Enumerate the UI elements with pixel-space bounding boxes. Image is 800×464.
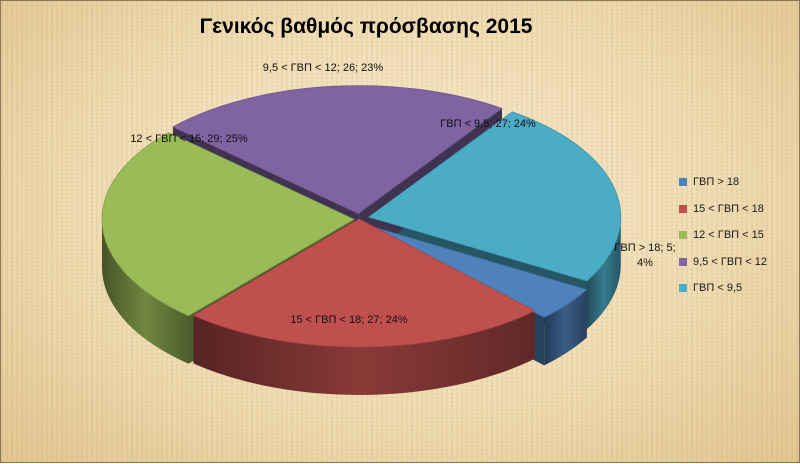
legend-item: ΓΒΠ < 9,5 bbox=[679, 275, 767, 302]
legend: ΓΒΠ > 18 15 < ΓΒΠ < 18 12 < ΓΒΠ < 15 9,5 < … bbox=[679, 169, 767, 302]
pie-slice-side bbox=[544, 289, 587, 366]
legend-label: 15 < ΓΒΠ < 18 bbox=[693, 202, 764, 215]
data-label: 15 < ΓΒΠ < 18; 27; 24% bbox=[290, 314, 408, 326]
data-label: 9,5 < ΓΒΠ < 12; 26; 23% bbox=[263, 62, 384, 74]
legend-swatch bbox=[679, 257, 687, 266]
pie-slice bbox=[172, 85, 503, 215]
legend-label: ΓΒΠ < 9,5 bbox=[693, 282, 743, 295]
legend-swatch bbox=[679, 204, 687, 213]
pie-slice-side bbox=[586, 217, 621, 330]
pie-slice bbox=[367, 111, 622, 282]
legend-item: 12 < ΓΒΠ < 15 bbox=[679, 222, 767, 249]
legend-item: 15 < ΓΒΠ < 18 bbox=[679, 196, 767, 223]
chart-title: Γενικός βαθμός πρόσβασης 2015 bbox=[199, 15, 533, 38]
legend-label: 12 < ΓΒΠ < 15 bbox=[693, 229, 764, 242]
pie-slice bbox=[192, 218, 536, 348]
legend-item: 9,5 < ΓΒΠ < 12 bbox=[679, 249, 767, 276]
data-label: 12 < ΓΒΠ < 15; 29; 25% bbox=[130, 133, 248, 145]
pie-slice-side bbox=[193, 310, 535, 395]
data-label: ΓΒΠ < 9,5; 27; 24% bbox=[440, 118, 536, 130]
legend-swatch bbox=[679, 231, 687, 240]
legend-swatch bbox=[679, 178, 687, 187]
pie-slice bbox=[368, 225, 588, 318]
legend-label: ΓΒΠ > 18 bbox=[693, 176, 740, 189]
pie-slice bbox=[101, 132, 355, 317]
legend-swatch bbox=[679, 284, 687, 293]
pie-slice-side bbox=[102, 219, 189, 364]
legend-item: ΓΒΠ > 18 bbox=[679, 169, 767, 196]
legend-label: 9,5 < ΓΒΠ < 12 bbox=[693, 255, 767, 268]
data-label: ΓΒΠ > 18; 5; 4% bbox=[614, 242, 675, 269]
